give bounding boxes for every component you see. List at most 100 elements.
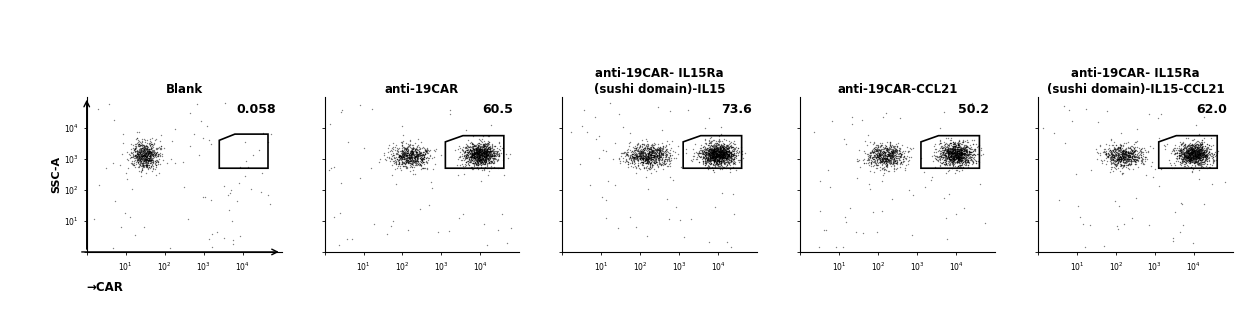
Point [929,138,949,143]
Point [623,154,643,159]
Point [396,154,416,159]
Point [613,151,633,156]
Point [1131,159,1151,164]
Point [633,160,653,165]
Point [638,157,658,162]
Point [926,149,945,154]
Point [618,146,638,151]
Point [130,159,150,164]
Point [709,151,729,156]
Point [707,155,727,160]
Point [88,107,108,112]
Point [637,161,657,166]
Point [414,145,434,150]
Point [405,156,425,162]
Point [1186,160,1206,165]
Point [130,140,150,145]
Point [730,150,750,155]
Point [470,152,489,158]
Point [477,165,497,170]
Point [393,163,413,168]
Point [144,167,164,172]
Point [703,152,722,157]
Point [1106,158,1126,163]
Point [1186,156,1206,162]
Point [405,155,425,160]
Point [714,143,733,148]
Point [712,147,732,152]
Point [949,150,969,155]
Point [1090,153,1110,158]
Point [695,142,715,147]
Point [410,162,430,167]
Point [701,160,721,165]
Point [1181,146,1201,151]
Point [1121,158,1141,163]
Point [878,147,898,152]
Point [943,149,963,154]
Point [129,155,149,161]
Point [401,156,421,161]
Point [706,159,726,164]
Point [1186,154,1206,160]
Point [330,211,349,216]
Point [957,148,976,153]
Point [1103,156,1123,161]
Point [1123,166,1142,172]
Point [1131,147,1151,152]
Point [648,156,668,161]
Point [456,154,476,159]
Point [1127,145,1147,150]
Point [470,156,489,161]
Point [465,154,484,159]
Point [1189,147,1209,152]
Point [382,151,401,157]
Point [957,146,976,151]
Point [701,146,721,151]
Point [703,150,722,155]
Point [709,150,729,155]
Point [1189,152,1209,157]
Point [476,144,496,150]
Point [1120,149,1140,154]
Point [404,150,424,155]
Point [867,152,887,157]
Point [888,141,908,146]
Point [141,157,161,162]
Point [1196,154,1215,159]
Point [440,112,460,117]
Point [642,152,662,157]
Point [950,163,970,169]
Point [1199,153,1219,158]
Point [475,149,494,154]
Point [861,150,881,155]
Point [481,151,501,156]
Point [1123,153,1142,158]
Point [954,162,974,167]
Point [949,151,969,157]
Point [481,153,501,158]
Point [958,145,978,150]
Point [878,152,898,157]
Point [1175,142,1194,147]
Point [633,155,653,160]
Point [949,151,969,156]
Point [1178,148,1198,153]
Point [400,155,420,160]
Point [449,146,468,151]
Point [1113,158,1132,163]
Point [1108,155,1127,161]
Point [134,146,154,151]
Point [479,145,499,150]
Point [466,151,486,157]
Point [701,151,721,156]
Point [405,140,425,145]
Point [1180,154,1199,159]
Point [949,145,969,150]
Point [1183,144,1203,149]
Point [1120,161,1140,166]
Point [937,148,957,153]
Point [710,156,730,162]
Point [948,146,968,151]
Point [418,148,437,153]
